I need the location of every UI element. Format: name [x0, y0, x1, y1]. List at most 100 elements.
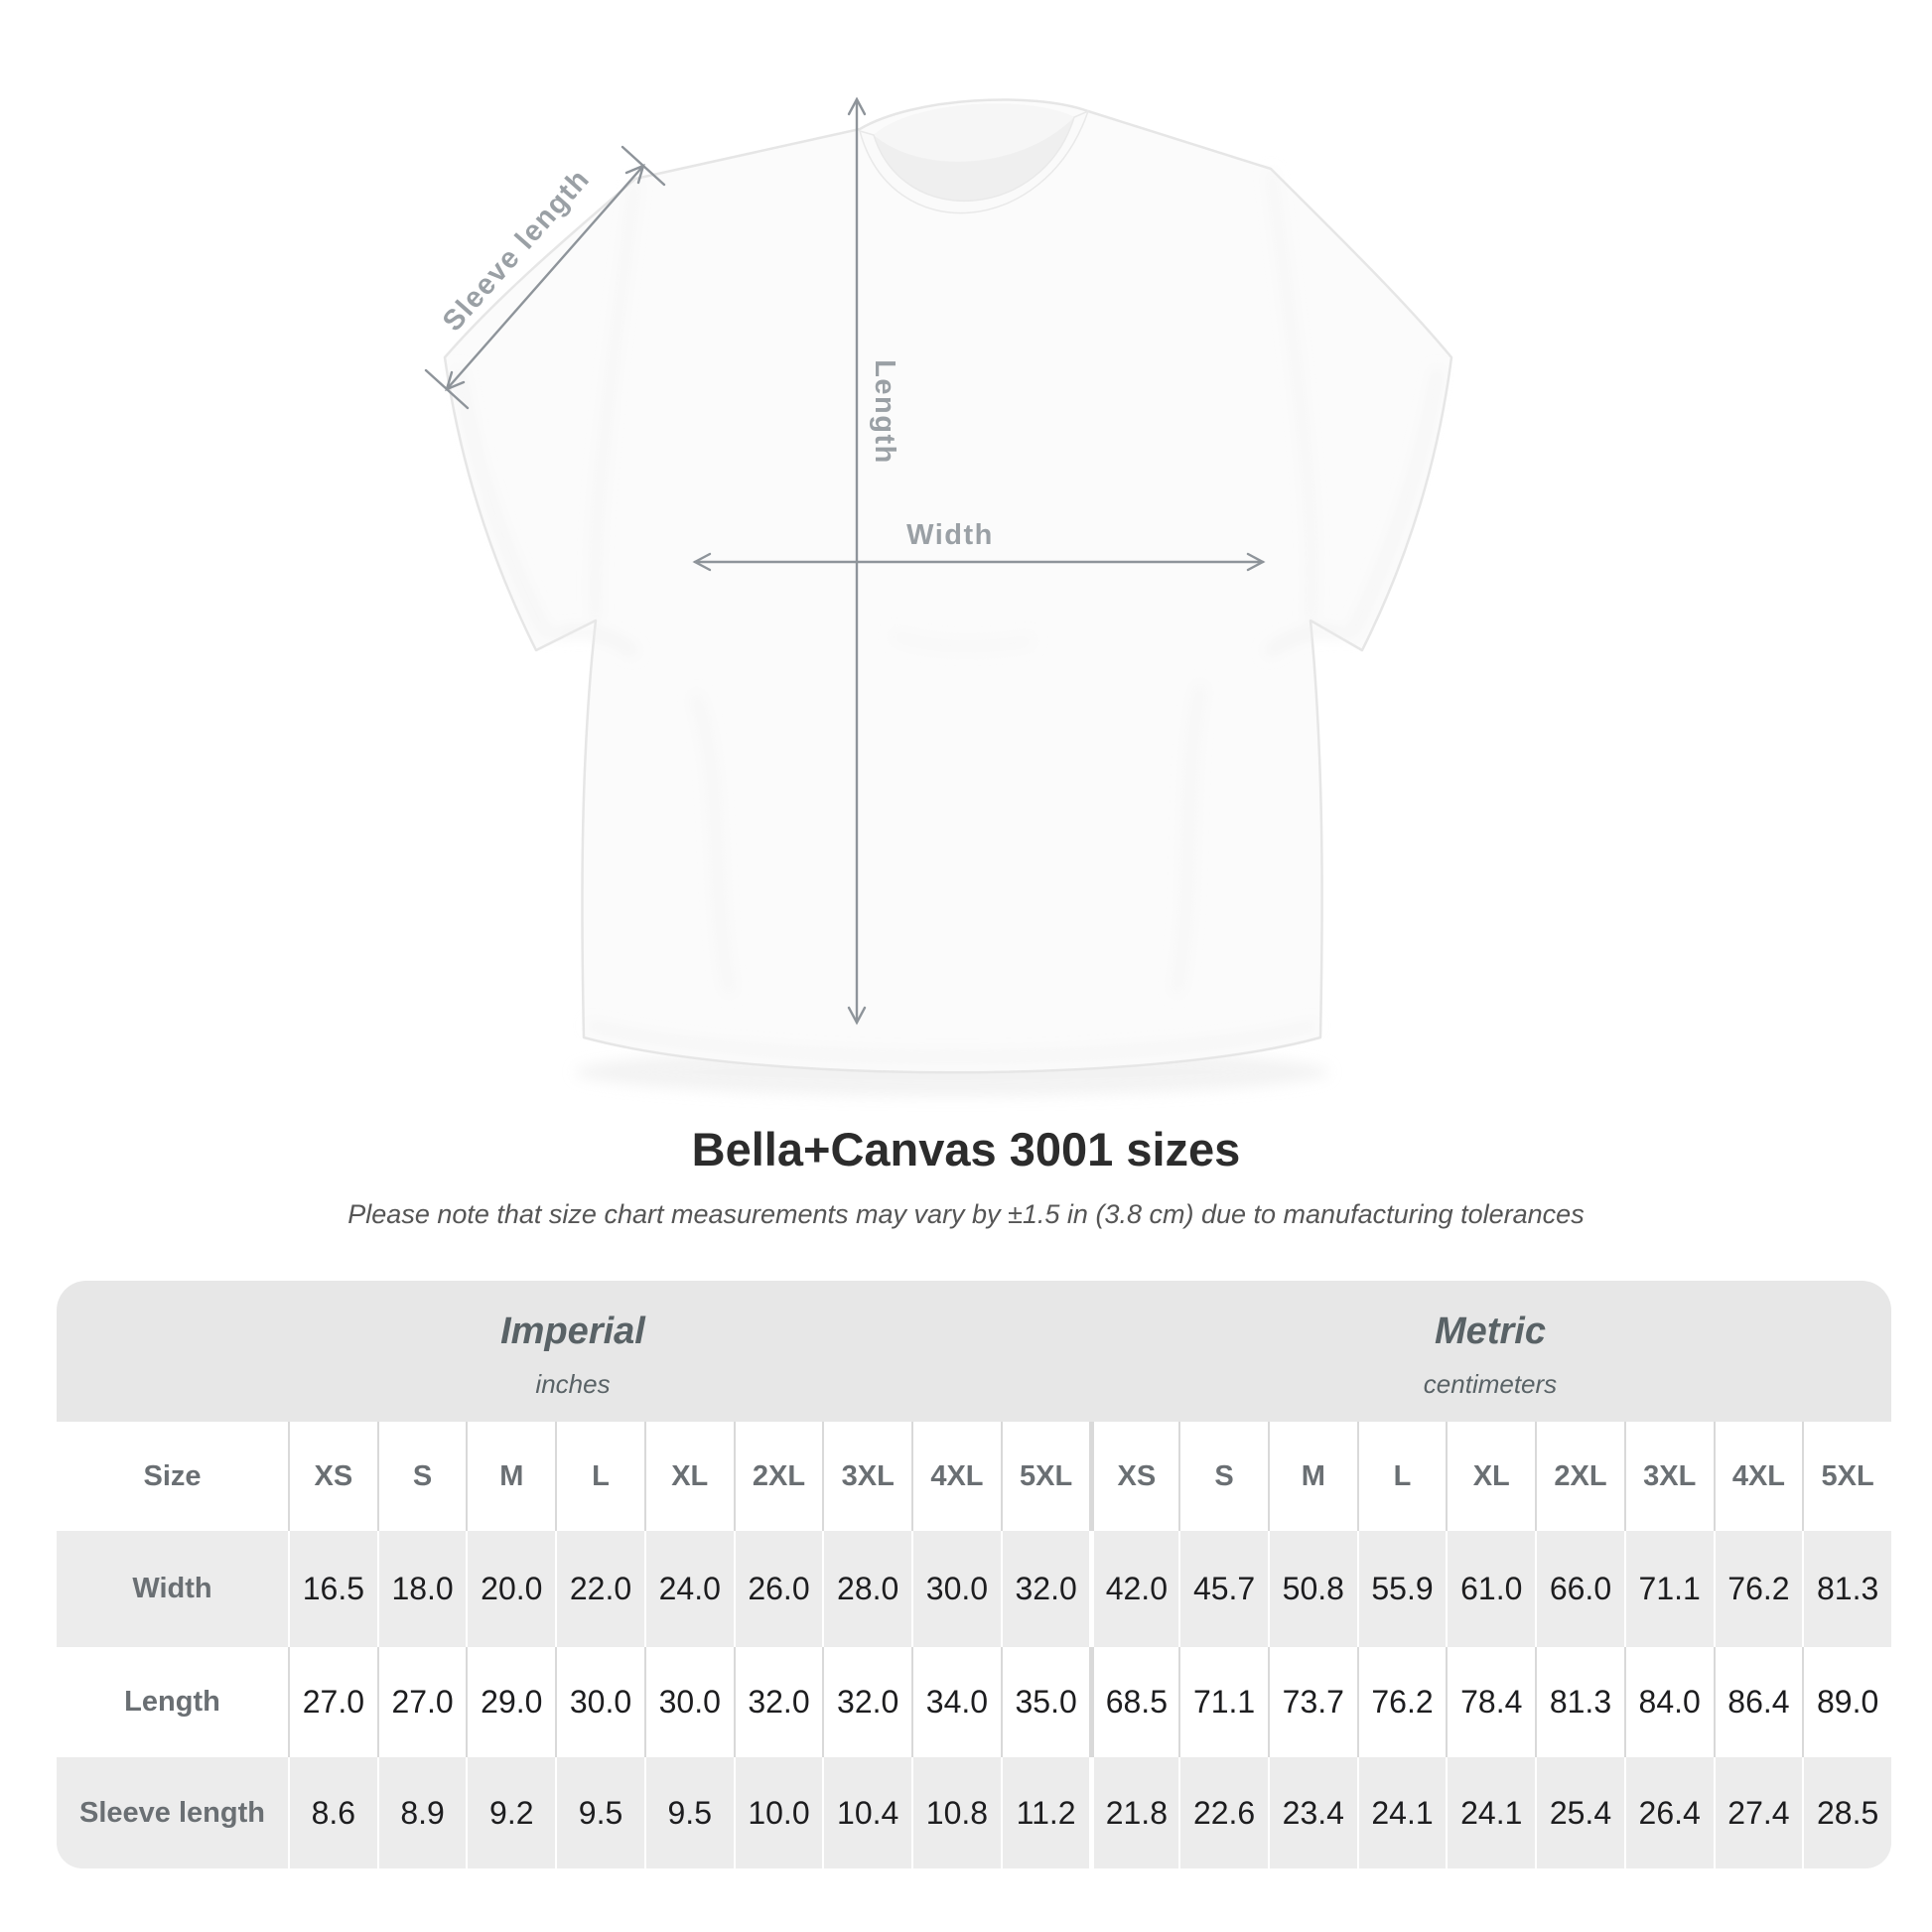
- size-table: Imperial inches Metric centimeters Size X…: [57, 1281, 1891, 1868]
- width-value: 22.0: [555, 1531, 644, 1647]
- size-column-header: S: [1178, 1422, 1268, 1531]
- page-subtitle: Please note that size chart measurements…: [347, 1199, 1585, 1229]
- width-value: 45.7: [1178, 1531, 1268, 1647]
- table-row: Width 16.5 18.0 20.0 22.0 24.0 26.0 28.0 30.0 32.…: [57, 1531, 1891, 1647]
- row-label-sleeve: Sleeve length: [79, 1796, 265, 1829]
- sleeve-value: 26.4: [1623, 1757, 1714, 1868]
- width-label: Width: [906, 519, 994, 551]
- size-corner-label: Size: [143, 1459, 202, 1492]
- size-column-header: 4XL: [911, 1422, 1001, 1531]
- size-column-header: L: [1356, 1422, 1447, 1531]
- table-row: Size XS S M L XL 2XL 3XL 4XL 5XL XS S M L XL 2XL 3XL 4XL 5…: [57, 1422, 1891, 1531]
- length-label: Length: [869, 359, 900, 465]
- length-value: 86.4: [1713, 1647, 1803, 1757]
- table-row: Length 27.0 27.0 29.0 30.0 30.0 32.0 32.0 34.0 35…: [57, 1647, 1891, 1757]
- width-value: 55.9: [1356, 1531, 1447, 1647]
- length-value: 32.0: [822, 1647, 911, 1757]
- row-label-width: Width: [132, 1573, 212, 1604]
- size-column-header: XL: [643, 1422, 734, 1531]
- length-value: 27.0: [376, 1647, 467, 1757]
- width-value: 16.5: [288, 1531, 377, 1647]
- metric-name: Metric: [1435, 1311, 1546, 1352]
- measurement-arrows: [424, 96, 1266, 1026]
- size-column-header: 2XL: [1535, 1422, 1624, 1531]
- width-value: 76.2: [1713, 1531, 1803, 1647]
- size-column-header: 2XL: [733, 1422, 823, 1531]
- sleeve-value: 8.9: [376, 1757, 467, 1868]
- size-column-header: 5XL: [1802, 1422, 1891, 1531]
- length-value: 89.0: [1802, 1647, 1891, 1757]
- tshirt-graphic: [443, 98, 1453, 1074]
- length-value: 35.0: [1000, 1647, 1090, 1757]
- size-column-header: XL: [1446, 1422, 1535, 1531]
- width-value: 30.0: [911, 1531, 1001, 1647]
- width-value: 61.0: [1446, 1531, 1535, 1647]
- size-column-header: XS: [1089, 1422, 1178, 1531]
- row-label-length: Length: [124, 1686, 220, 1718]
- sleeve-value: 8.6: [288, 1757, 377, 1868]
- sleeve-value: 23.4: [1267, 1757, 1357, 1868]
- sleeve-value: 10.4: [822, 1757, 911, 1868]
- size-column-header: L: [555, 1422, 644, 1531]
- width-value: 20.0: [466, 1531, 555, 1647]
- length-value: 68.5: [1089, 1647, 1178, 1757]
- width-value: 81.3: [1802, 1531, 1891, 1647]
- length-value: 71.1: [1178, 1647, 1268, 1757]
- page-title: Bella+Canvas 3001 sizes: [691, 1123, 1241, 1175]
- width-arrow: [692, 552, 1266, 572]
- sleeve-value: 11.2: [1000, 1757, 1090, 1868]
- width-value: 26.0: [733, 1531, 823, 1647]
- length-value: 84.0: [1623, 1647, 1714, 1757]
- length-value: 32.0: [733, 1647, 823, 1757]
- width-value: 24.0: [643, 1531, 734, 1647]
- sleeve-value: 10.0: [733, 1757, 823, 1868]
- sleeve-value: 9.5: [555, 1757, 644, 1868]
- size-column-header: 4XL: [1713, 1422, 1803, 1531]
- length-value: 30.0: [555, 1647, 644, 1757]
- sleeve-length-arrow: [424, 145, 666, 410]
- length-value: 29.0: [466, 1647, 555, 1757]
- unit-header-band: Imperial inches Metric centimeters: [57, 1281, 1891, 1422]
- length-value: 30.0: [643, 1647, 734, 1757]
- size-table-grid: Size XS S M L XL 2XL 3XL 4XL 5XL XS S M L XL 2XL 3XL 4XL 5…: [57, 1422, 1891, 1868]
- sleeve-value: 24.1: [1446, 1757, 1535, 1868]
- sleeve-value: 28.5: [1802, 1757, 1891, 1868]
- sleeve-value: 25.4: [1535, 1757, 1624, 1868]
- length-value: 78.4: [1446, 1647, 1535, 1757]
- length-value: 76.2: [1356, 1647, 1447, 1757]
- tshirt-diagram: Sleeve length Length Width: [424, 96, 1453, 1096]
- width-value: 50.8: [1267, 1531, 1357, 1647]
- length-value: 81.3: [1535, 1647, 1624, 1757]
- collar-inner-back: [874, 103, 1074, 162]
- width-value: 32.0: [1000, 1531, 1090, 1647]
- length-value: 34.0: [911, 1647, 1001, 1757]
- sleeve-value: 10.8: [911, 1757, 1001, 1868]
- length-value: 73.7: [1267, 1647, 1357, 1757]
- sleeve-value: 22.6: [1178, 1757, 1268, 1868]
- metric-header: Metric centimeters: [1089, 1281, 1891, 1422]
- width-value: 18.0: [376, 1531, 467, 1647]
- imperial-unit: inches: [535, 1369, 611, 1399]
- size-column-header: XS: [288, 1422, 377, 1531]
- size-column-header: M: [1267, 1422, 1357, 1531]
- sleeve-value: 27.4: [1713, 1757, 1803, 1868]
- sleeve-value: 24.1: [1356, 1757, 1447, 1868]
- size-column-header: S: [376, 1422, 467, 1531]
- imperial-header: Imperial inches: [57, 1281, 1089, 1422]
- size-column-header: 5XL: [1000, 1422, 1090, 1531]
- size-column-header: 3XL: [822, 1422, 911, 1531]
- imperial-name: Imperial: [500, 1311, 645, 1352]
- width-value: 28.0: [822, 1531, 911, 1647]
- collar-band: [858, 109, 1090, 214]
- length-value: 27.0: [288, 1647, 377, 1757]
- size-column-header: M: [466, 1422, 555, 1531]
- width-value: 66.0: [1535, 1531, 1624, 1647]
- metric-unit: centimeters: [1423, 1369, 1558, 1399]
- table-row: Sleeve length 8.6 8.9 9.2 9.5 9.5 10.0 10.4 10.8…: [57, 1757, 1891, 1868]
- size-column-header: 3XL: [1623, 1422, 1714, 1531]
- sleeve-value: 9.2: [466, 1757, 555, 1868]
- sleeve-value: 9.5: [643, 1757, 734, 1868]
- width-value: 42.0: [1089, 1531, 1178, 1647]
- sleeve-value: 21.8: [1089, 1757, 1178, 1868]
